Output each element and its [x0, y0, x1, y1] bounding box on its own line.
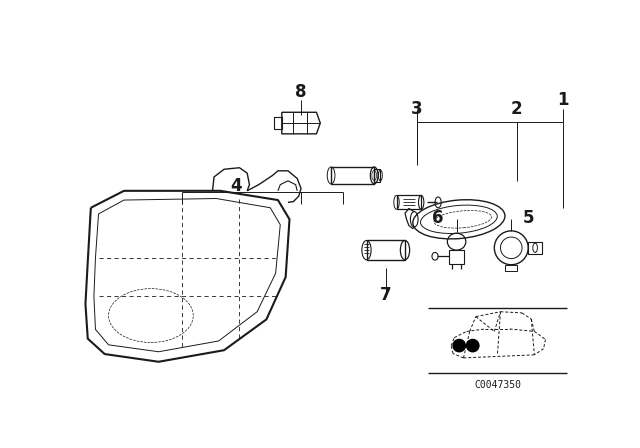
Text: 5: 5 [522, 209, 534, 227]
Text: 8: 8 [295, 83, 307, 101]
Circle shape [453, 340, 465, 352]
Circle shape [467, 340, 479, 352]
Bar [374, 169, 380, 181]
Text: 4: 4 [230, 177, 241, 195]
Bar [397, 195, 421, 209]
Text: 3: 3 [411, 100, 422, 118]
Text: 1: 1 [557, 91, 568, 109]
Bar [449, 250, 464, 264]
Text: 6: 6 [431, 209, 443, 227]
Bar [528, 241, 542, 254]
Bar [367, 241, 405, 260]
Bar [331, 167, 374, 184]
Bar [505, 265, 517, 271]
Text: 2: 2 [511, 100, 522, 118]
Text: C0047350: C0047350 [474, 380, 521, 390]
Text: 7: 7 [380, 286, 392, 304]
